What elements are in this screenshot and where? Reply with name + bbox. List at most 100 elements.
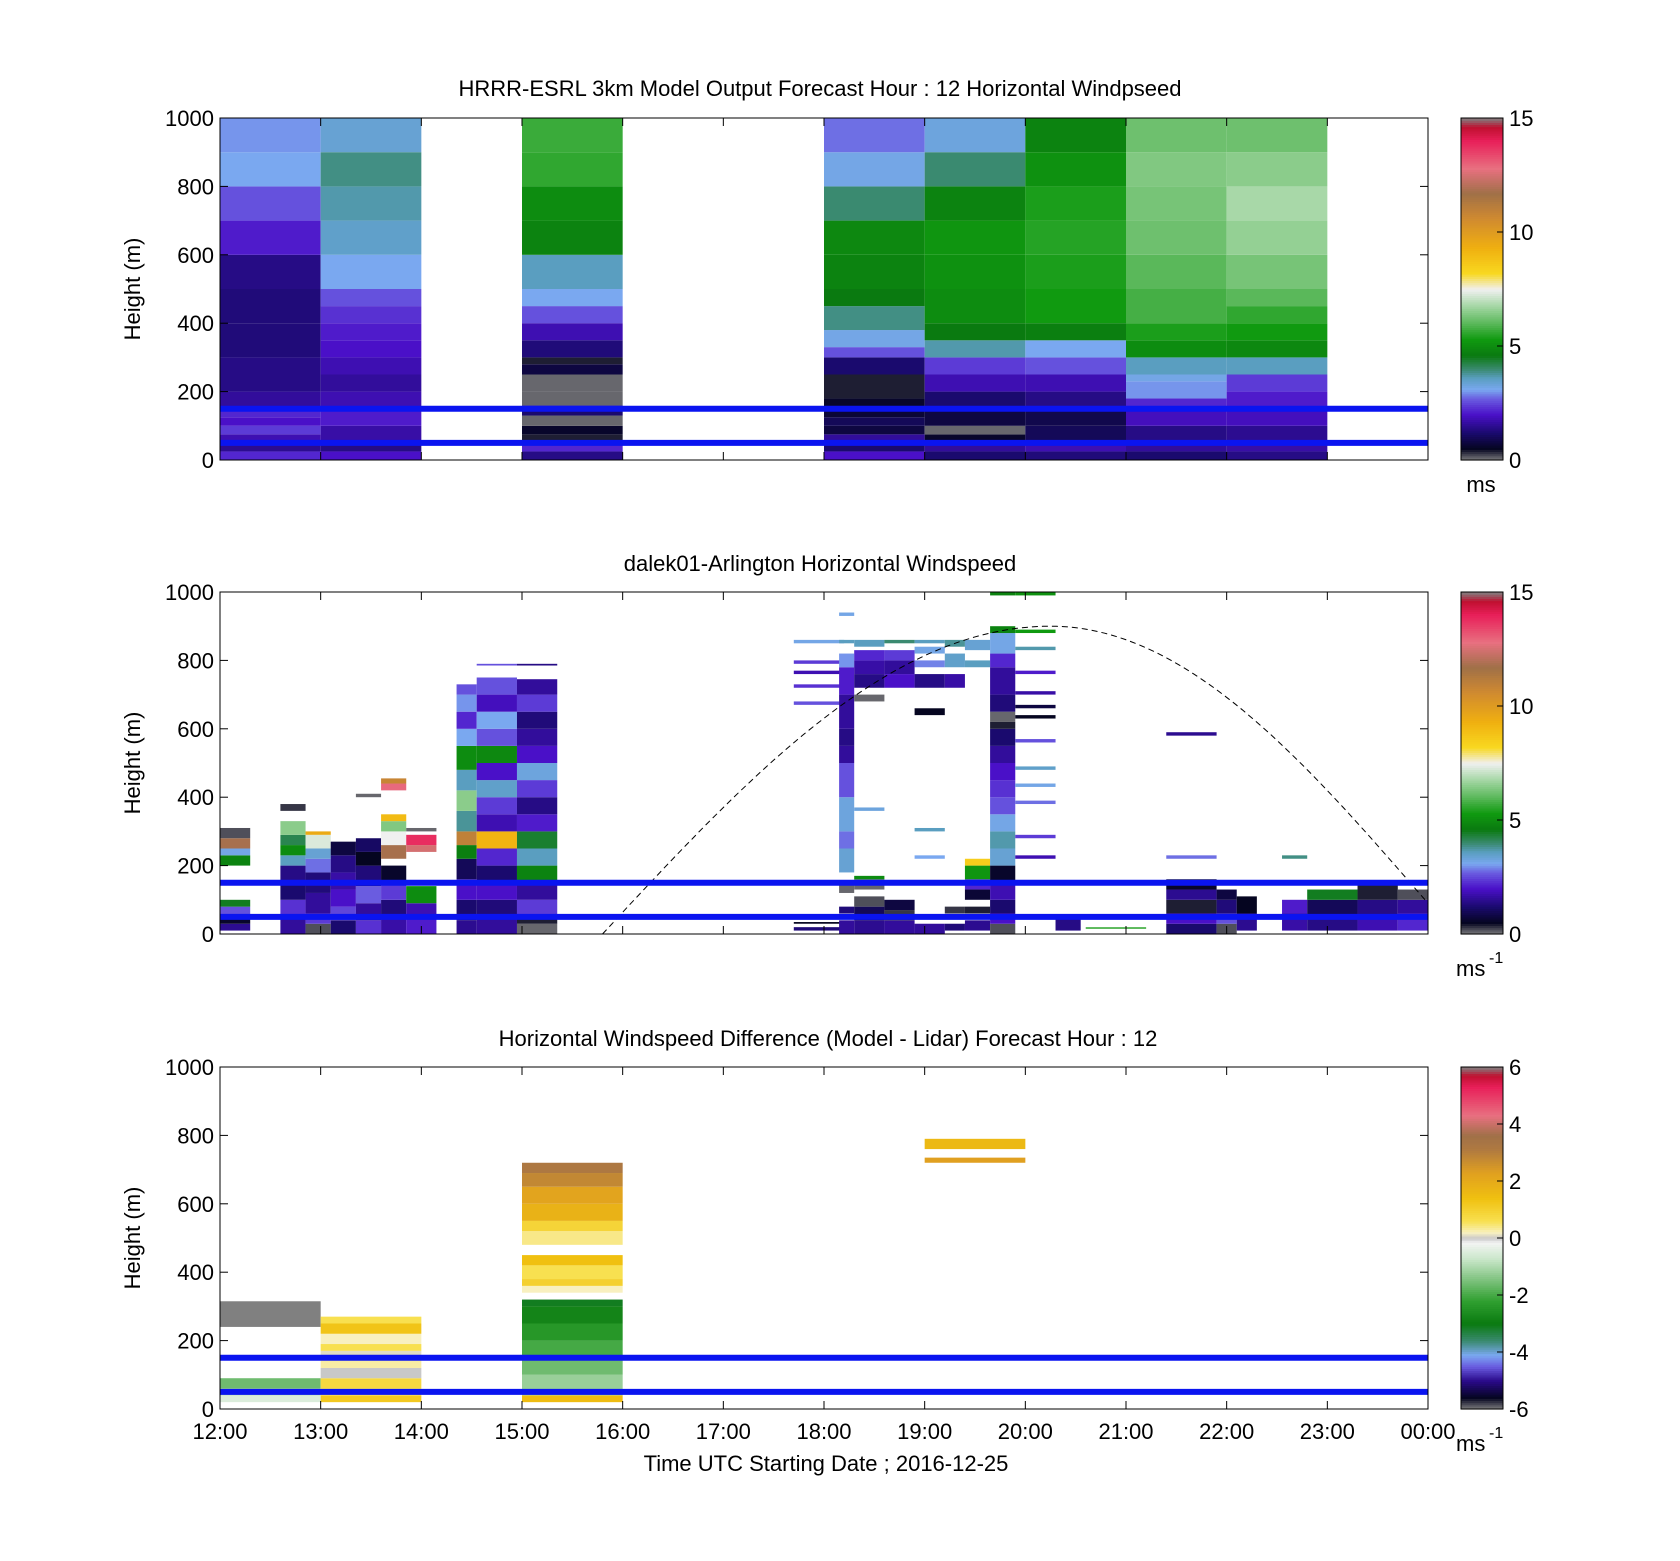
colorbar-segment <box>1461 683 1503 687</box>
heatmap-cell <box>824 425 925 435</box>
heatmap-cell <box>944 653 965 668</box>
colorbar-segment <box>1461 1374 1503 1378</box>
colorbar-segment <box>1461 1118 1503 1122</box>
colorbar-segment <box>1461 1067 1503 1070</box>
heatmap-cell <box>1025 391 1126 409</box>
colorbar-segment <box>1461 850 1503 854</box>
colorbar-segment <box>1461 790 1503 794</box>
heatmap-cell <box>839 694 855 729</box>
heatmap-cell <box>990 711 1016 722</box>
colorbar-segment <box>1461 207 1503 211</box>
heatmap-cell <box>220 1378 321 1389</box>
colorbar-segment <box>1461 203 1503 207</box>
reference-lines <box>220 1354 1428 1395</box>
heatmap-cell <box>1226 220 1328 255</box>
colorbar-segment <box>1461 1229 1503 1233</box>
heatmap-cell <box>1126 357 1227 375</box>
colorbar-segment <box>1461 387 1503 391</box>
heatmap-cell <box>990 633 1016 654</box>
heatmap-cell <box>990 763 1016 781</box>
heatmap-cell <box>854 674 885 688</box>
heatmap-cell <box>406 903 437 917</box>
heatmap-cell <box>854 920 885 934</box>
colorbar-segment <box>1461 1105 1503 1109</box>
colorbar-segment <box>1461 1252 1503 1256</box>
colorbar-segment <box>1461 891 1503 894</box>
colorbar-segment <box>1461 1257 1503 1260</box>
colorbar-segment <box>1461 451 1503 455</box>
heatmap-cell <box>280 821 306 835</box>
heatmap-cell <box>320 1344 422 1351</box>
colorbar-segment <box>1461 859 1503 862</box>
heatmap-cell <box>924 323 1026 341</box>
heatmap-cell <box>406 834 437 846</box>
colorbar-segment <box>1461 923 1503 927</box>
colorbar-segment <box>1461 224 1503 228</box>
heatmap-cell <box>944 906 965 914</box>
x-tick-label: 17:00 <box>696 1419 751 1444</box>
heatmap-cell <box>320 1323 422 1334</box>
colorbar-segment <box>1461 259 1503 262</box>
colorbar-segment <box>1461 690 1503 694</box>
colorbar-segment <box>1461 321 1503 324</box>
heatmap-cell <box>793 922 845 924</box>
colorbar-segment <box>1461 1349 1503 1352</box>
colorbar-segment <box>1461 124 1503 128</box>
heatmap-cell <box>1025 357 1126 375</box>
colorbar-segment <box>1461 271 1503 275</box>
heatmap-cell <box>824 289 925 307</box>
colorbar-tick-label: -6 <box>1509 1397 1529 1422</box>
colorbar-segment <box>1461 750 1503 753</box>
heatmap-cell <box>516 831 558 849</box>
colorbar-segment <box>1461 132 1503 136</box>
heatmap-cell <box>824 306 925 331</box>
colorbar-segment <box>1461 1141 1503 1145</box>
y-tick-label: 400 <box>177 311 214 336</box>
heatmap-cell <box>516 882 558 900</box>
heatmap-cell <box>320 306 422 324</box>
heatmap-cell <box>824 220 925 255</box>
colorbar-segment <box>1461 408 1503 412</box>
y-tick-label: 200 <box>177 1329 214 1354</box>
colorbar-segment <box>1461 1282 1503 1286</box>
colorbar-segment <box>1461 350 1503 354</box>
colorbar-segment <box>1461 724 1503 728</box>
heatmap-cell <box>516 797 558 815</box>
heatmap-cell <box>964 639 991 651</box>
colorbar-segment <box>1461 1299 1503 1303</box>
heatmap-cell <box>220 1301 321 1327</box>
colorbar-segment <box>1461 1205 1503 1209</box>
heatmap-cell <box>522 364 623 375</box>
colorbar-segment <box>1461 812 1503 815</box>
heatmap-cell <box>381 783 407 791</box>
colorbar-segment <box>1461 906 1503 909</box>
colorbar-segment <box>1461 1276 1503 1280</box>
heatmap-cell <box>320 254 422 289</box>
heatmap-cell <box>854 896 885 907</box>
heatmap-cell <box>1226 357 1328 375</box>
plot-frame <box>219 1066 1429 1410</box>
heatmap-cell <box>990 592 1016 596</box>
heatmap-cell <box>476 663 517 666</box>
heatmap-cell <box>522 442 623 452</box>
colorbar-segment <box>1461 235 1503 239</box>
colorbar-segment <box>1461 1225 1503 1228</box>
colorbar-segment <box>1461 1079 1503 1083</box>
colorbar-segment <box>1461 1109 1503 1113</box>
heatmap-cell <box>1126 442 1227 452</box>
colorbar-segment <box>1461 190 1503 194</box>
colorbar-segment <box>1461 743 1503 747</box>
heatmap-cell <box>824 417 925 426</box>
colorbar-segment <box>1461 340 1503 344</box>
heatmap-cell <box>1025 451 1126 460</box>
colorbar-segment <box>1461 1114 1503 1117</box>
colorbar-segment <box>1461 1169 1503 1173</box>
colorbar-segment <box>1461 432 1503 435</box>
heatmap-cell <box>1226 451 1328 460</box>
colorbar-segment <box>1461 1156 1503 1160</box>
heatmap-cell <box>522 1340 623 1358</box>
heatmap-cell <box>824 374 925 399</box>
colorbar-segment <box>1461 1233 1503 1237</box>
colorbar-segment <box>1461 1216 1503 1220</box>
heatmap-cell <box>914 660 945 668</box>
